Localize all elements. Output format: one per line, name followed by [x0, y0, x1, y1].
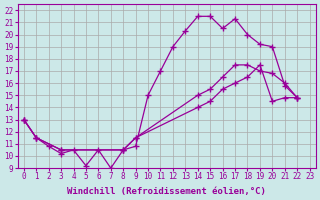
X-axis label: Windchill (Refroidissement éolien,°C): Windchill (Refroidissement éolien,°C)	[67, 187, 266, 196]
